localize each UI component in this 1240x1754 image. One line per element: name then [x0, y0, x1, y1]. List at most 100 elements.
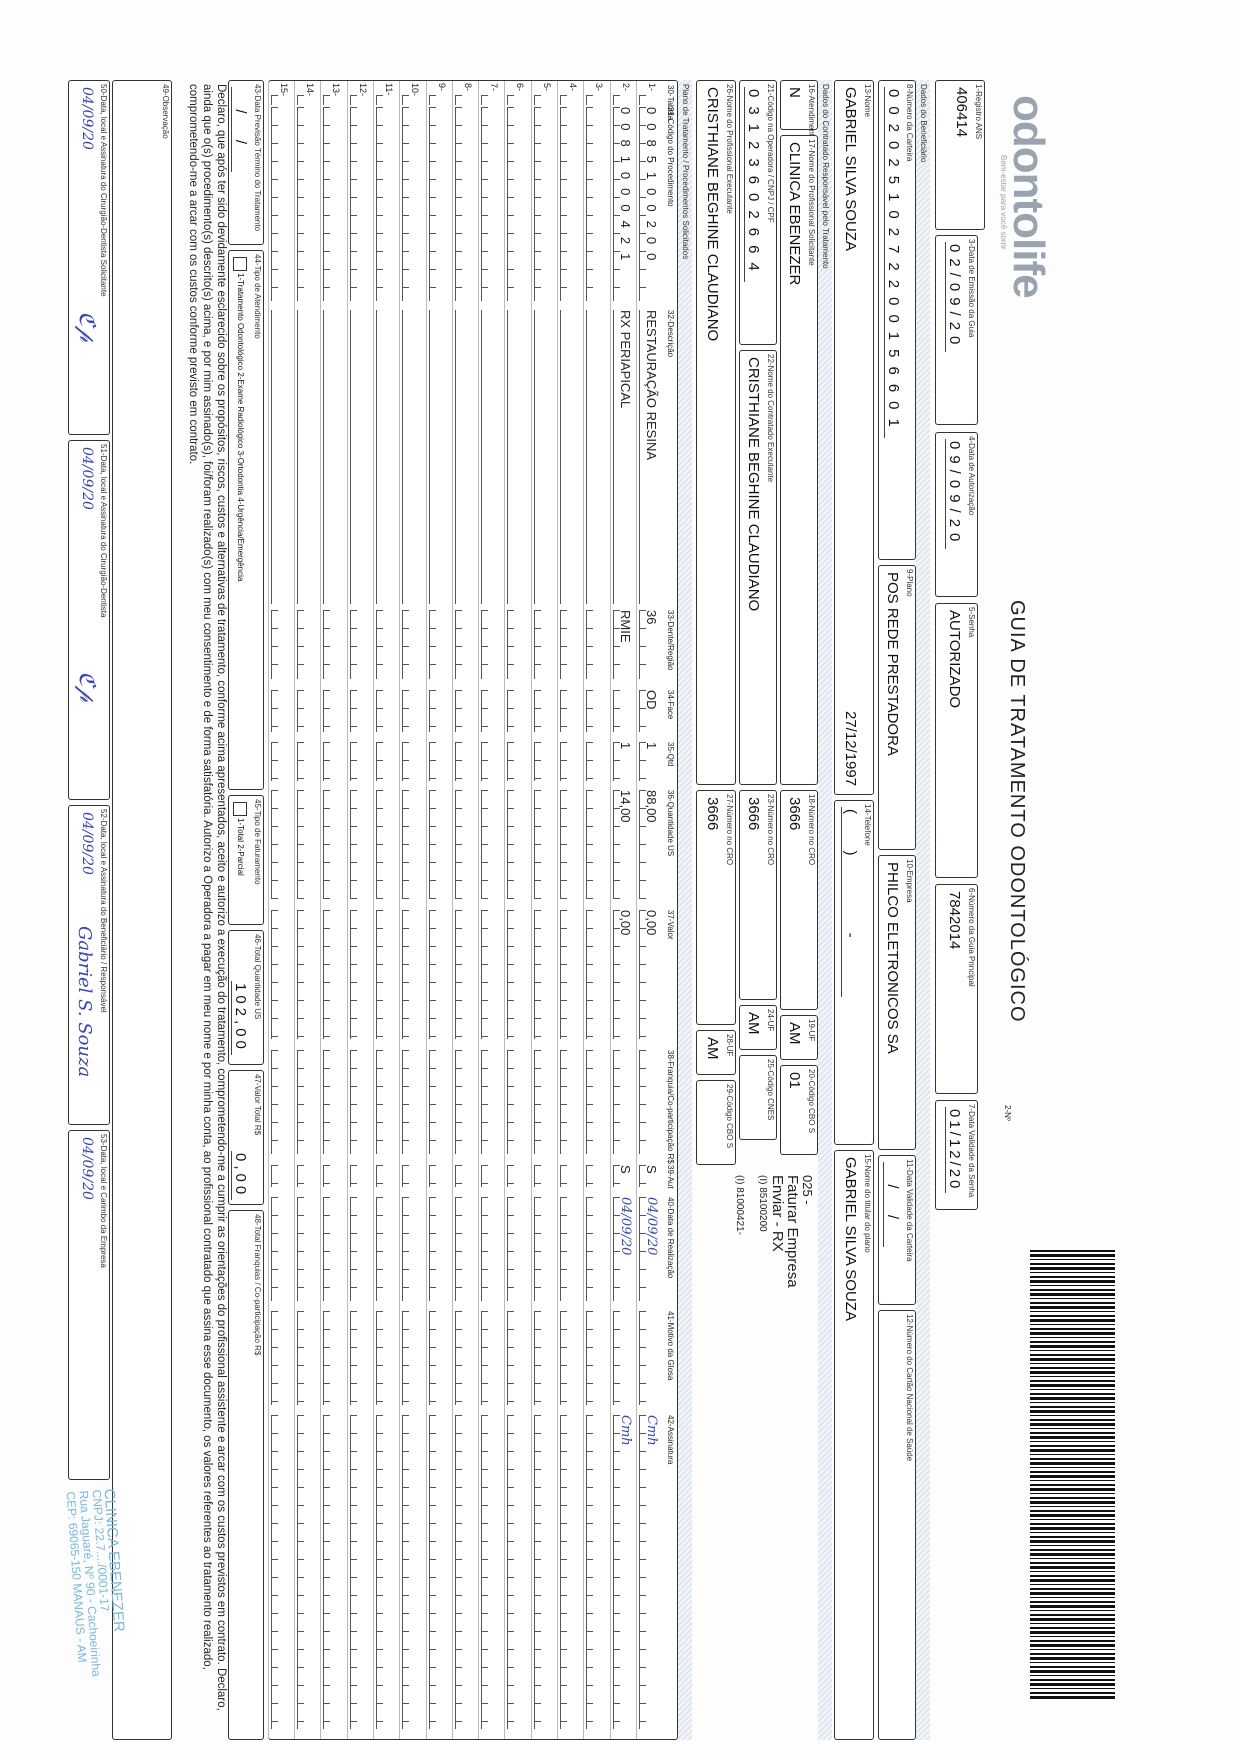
nome-field: 13-Nome GABRIEL SILVA SOUZA 27/12/1997: [834, 80, 874, 795]
row-number: 11-: [384, 83, 394, 96]
cell-valor: [481, 910, 502, 1039]
cell-glosa: [586, 1311, 607, 1405]
cell-valor: [586, 910, 607, 1039]
cell-codigo: [270, 107, 291, 301]
cnes-field: 25-Código CNES: [739, 1055, 777, 1140]
registro-ans-field: 1-Registro ANS 406414: [935, 80, 985, 230]
cell-us: [376, 790, 396, 899]
column-header: 40-Data de Realização: [666, 1197, 675, 1279]
cell-valor: 0,00: [639, 910, 659, 1039]
field-label: 8-Número da Carteira: [905, 84, 914, 162]
field-label: 6-Número da Guia Principal: [967, 888, 976, 987]
cell-assinatura: [323, 1415, 344, 1729]
field-label: 26-Nome do Profissional Executante: [725, 84, 734, 214]
cell-codigo: [428, 107, 449, 301]
cell-qtd: [376, 742, 396, 781]
solicitante-field: 17-Nome do Profissional Solicitante CLINI…: [780, 135, 818, 785]
field-label: 17-Nome do Profissional Solicitante: [807, 139, 816, 266]
plano-field: 9-Plano POS REDE PRESTADORA: [878, 565, 916, 850]
cell-descricao: RX PERIAPICAL: [612, 310, 633, 604]
cell-valor: [297, 910, 318, 1039]
cell-tabela: [402, 95, 423, 105]
field-label: 20-Código CBO S: [807, 1069, 816, 1134]
field-label: 4-Data de Autorização: [967, 436, 976, 516]
cell-tabela: [533, 95, 554, 105]
table-row: 3-: [583, 81, 611, 1739]
column-header: 37-Valor: [666, 910, 675, 940]
cell-glosa: [323, 1311, 344, 1405]
cell-us: [454, 790, 475, 899]
table-row: 9-: [425, 81, 453, 1739]
guide-number-label: 2-Nº: [1003, 1105, 1012, 1121]
cell-valor: [349, 910, 370, 1039]
row-number: 5-: [541, 83, 552, 92]
field-value: CRISTHIANE BEGHINE CLAUDIANO: [745, 357, 762, 612]
table-row: 10-: [399, 81, 427, 1739]
column-header: 32-Descrição: [666, 310, 675, 358]
note-line: (I) 85100200: [757, 1175, 768, 1232]
cell-codigo: [481, 107, 502, 301]
cro-executante-field: 27-Número no CRO 3666: [696, 790, 736, 1025]
tipo-atendimento-checkbox[interactable]: [233, 257, 247, 271]
cell-dente: [297, 610, 318, 679]
tipo-faturamento-checkbox[interactable]: [233, 802, 247, 816]
field-value: 01/12/20: [945, 1107, 963, 1194]
cell-franquia: [428, 1050, 449, 1154]
cell-aut: S: [639, 1165, 659, 1187]
field-value: 406414: [953, 87, 970, 138]
cell-data: 04/09/20: [639, 1197, 659, 1301]
table-row: 8-: [451, 81, 479, 1739]
cell-codigo: [560, 107, 581, 301]
cell-aut: [297, 1165, 318, 1187]
cell-us: [533, 790, 554, 899]
cbo-executante-field: 29-Código CBO S: [696, 1080, 736, 1165]
cell-qtd: [323, 742, 344, 781]
cell-data: [349, 1197, 370, 1301]
cell-aut: [560, 1165, 581, 1187]
section-contratado: Dados do Contratado Responsável pelo Tra…: [818, 80, 832, 1740]
cell-us: 14,00: [612, 790, 633, 899]
cell-descricao: [560, 310, 581, 604]
field-label: 24-UF: [766, 1009, 775, 1032]
cell-tabela: [612, 95, 633, 105]
note-line: Faturar Empresa: [784, 1175, 801, 1288]
field-label: 47-Valor Total R$: [253, 1074, 262, 1136]
cell-data: [586, 1197, 607, 1301]
cell-dente: [376, 610, 396, 679]
field-label: 43-Data Previsão Término do Tratamento: [253, 84, 262, 232]
handwritten-signature: ℭ𝓅: [74, 671, 99, 703]
rn-field: 16-Atendimento a RN N: [780, 80, 818, 161]
cell-assinatura: [376, 1415, 396, 1729]
cell-face: [481, 690, 502, 732]
field-label: 15-Nome do titular do plano: [863, 1154, 872, 1253]
cell-face: [297, 690, 318, 732]
cell-qtd: [481, 742, 502, 781]
uf-executante-field: 28-UF AM: [696, 1030, 736, 1075]
cell-data: [376, 1197, 396, 1301]
cell-aut: [402, 1165, 423, 1187]
cell-us: [481, 790, 502, 899]
cell-assinatura: [428, 1415, 449, 1729]
section-beneficiario: Dados do Beneficiário: [916, 80, 930, 1740]
field-label: 13-Nome: [863, 84, 872, 117]
field-value: 102,00: [231, 981, 249, 1055]
field-label: 12-Número do Cartão Nacional de Saúde: [905, 1314, 914, 1462]
cell-descricao: [402, 310, 423, 604]
table-row: 14-: [294, 81, 322, 1739]
field-value: 3666: [786, 797, 803, 831]
cell-franquia: [454, 1050, 475, 1154]
cell-aut: [586, 1165, 607, 1187]
table-row: 4-: [557, 81, 585, 1739]
cell-tabela: [481, 95, 502, 105]
row-number: 1-: [647, 83, 657, 92]
table-row: 1- 0085100200 RESTAURAÇÃO RESINA 36 OD 1 88,00…: [636, 81, 663, 1739]
cell-assinatura: [454, 1415, 475, 1729]
cell-qtd: [297, 742, 318, 781]
declaration-text: Declaro, que após ter sido devidamente e…: [187, 84, 227, 1711]
cell-dente: [454, 610, 475, 679]
field-value: 1-Tratamento Odontológico 2-Exame Radiol…: [236, 273, 245, 582]
cell-valor: [560, 910, 581, 1039]
cell-face: [507, 690, 528, 732]
column-header: 42-Assinatura: [666, 1415, 675, 1465]
guia-principal-field: 6-Número da Guia Principal 7842014: [935, 884, 978, 1094]
